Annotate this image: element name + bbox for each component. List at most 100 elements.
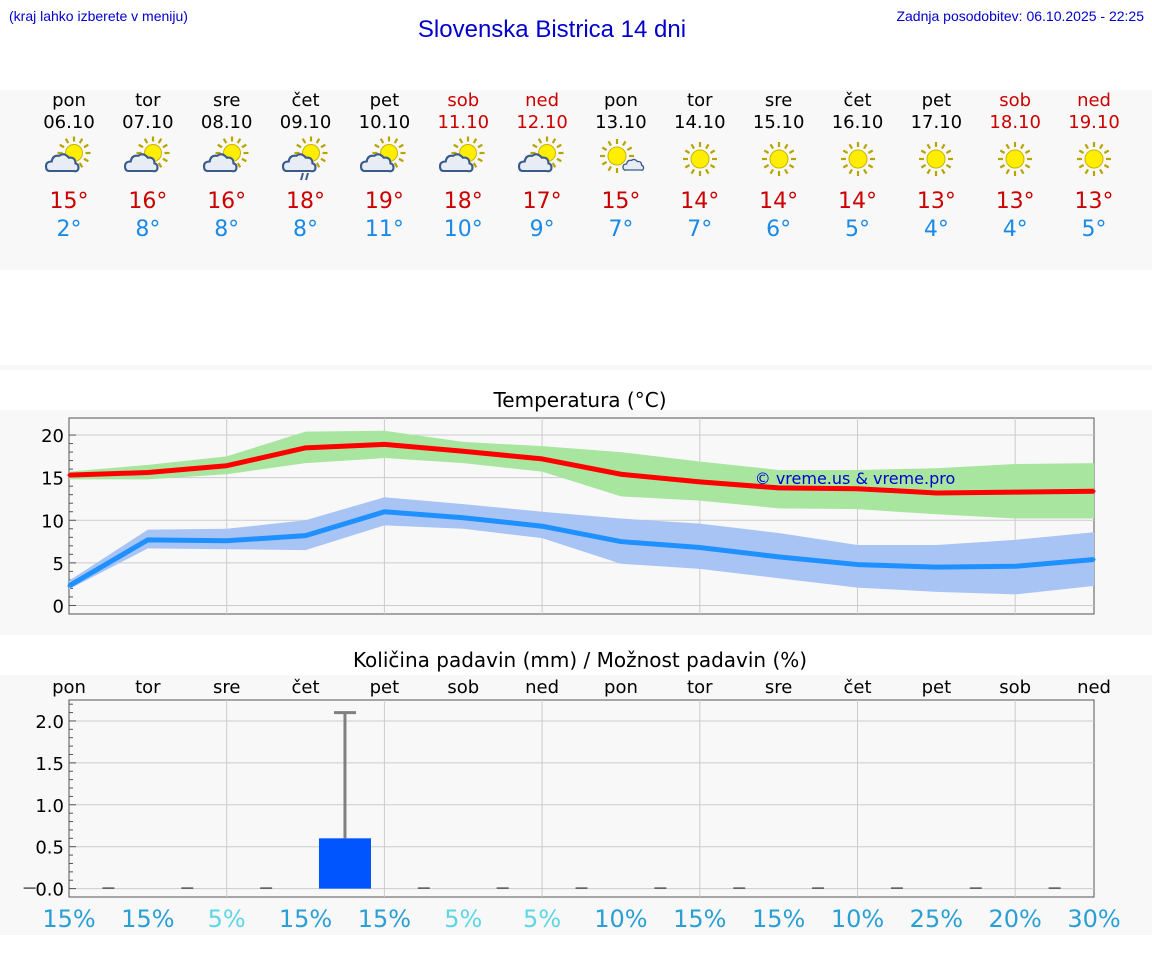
day-forecast: pet 17.10 13° 4° xyxy=(896,90,976,244)
day-date: 14.10 xyxy=(674,112,726,133)
min-temperature-point xyxy=(382,510,386,514)
max-temperature-line xyxy=(68,441,1095,496)
x-category-label: sre xyxy=(213,677,240,698)
min-temperature: 5° xyxy=(1081,217,1107,242)
min-temperature: 11° xyxy=(364,217,404,242)
precipitation-bar xyxy=(318,838,371,889)
day-name: sre xyxy=(764,90,793,111)
day-name: tor xyxy=(135,90,161,111)
x-category-label: čet xyxy=(843,677,871,698)
max-temperature-point xyxy=(1013,490,1017,494)
min-temperature-point xyxy=(225,539,229,543)
min-temperature: 10° xyxy=(443,217,483,242)
partly-cloudy-icon xyxy=(123,136,170,173)
precipitation-probability: 15% xyxy=(42,905,95,933)
max-temperature-point xyxy=(619,472,623,476)
max-temperature-point xyxy=(67,473,71,477)
x-category-label: pet xyxy=(922,677,952,698)
sun-icon xyxy=(998,142,1033,176)
day-name: pet xyxy=(369,90,400,111)
precipitation-probability: 15% xyxy=(358,905,411,933)
y-tick-label: 1.0 xyxy=(35,796,64,817)
max-temperature-point xyxy=(304,446,308,450)
last-updated: Zadnja posodobitev: 06.10.2025 - 22:25 xyxy=(896,8,1144,24)
max-temperature: 15° xyxy=(49,189,89,214)
max-temperature: 19° xyxy=(364,189,404,214)
max-temperature-point xyxy=(698,480,702,484)
y-tick-label: 20 xyxy=(41,426,64,447)
max-temperature-point xyxy=(1092,489,1096,493)
max-temperature-point xyxy=(382,442,386,446)
partly-cloudy-icon xyxy=(439,136,485,173)
precipitation-probability: 20% xyxy=(989,905,1042,933)
min-temperature-point xyxy=(304,534,308,538)
max-temperature: 14° xyxy=(680,189,720,214)
daily-forecast-panel xyxy=(0,90,1152,270)
x-category-label: ned xyxy=(1077,677,1111,698)
day-forecast: tor 07.10 16° 8° xyxy=(108,90,188,244)
sun-icon xyxy=(1077,142,1112,176)
x-category-label: pon xyxy=(604,677,638,698)
day-name: pon xyxy=(52,90,86,111)
day-name: sob xyxy=(999,90,1032,111)
min-temperature-point xyxy=(777,555,781,559)
location-hint: (kraj lahko izberete v meniju) xyxy=(9,8,188,24)
min-temperature: 7° xyxy=(608,217,634,242)
day-name: čet xyxy=(843,90,872,111)
plot-area xyxy=(68,699,1095,898)
max-temperature: 13° xyxy=(1074,189,1114,214)
max-temperature: 16° xyxy=(128,189,168,214)
day-name: čet xyxy=(291,90,320,111)
x-category-label: tor xyxy=(687,677,713,698)
min-temperature: 5° xyxy=(845,217,870,242)
day-forecast: sob 11.10 18° 10° xyxy=(423,90,503,244)
cloudy-sun-rain-icon xyxy=(281,136,328,181)
precipitation-probability: 5% xyxy=(444,905,482,933)
precipitation-probability: 15% xyxy=(121,905,174,933)
min-temperature: 6° xyxy=(766,217,792,242)
day-date: 16.10 xyxy=(831,112,884,133)
day-name: ned xyxy=(1077,90,1111,111)
day-name: sob xyxy=(447,90,480,111)
precipitation-probability: 5% xyxy=(208,905,246,933)
min-temperature: 8° xyxy=(214,217,240,242)
min-temperature-point xyxy=(934,565,938,569)
precipitation-probability: 30% xyxy=(1067,905,1120,933)
day-forecast: ned 19.10 13° 5° xyxy=(1054,90,1134,244)
day-date: 07.10 xyxy=(122,112,174,133)
partly-cloudy-icon xyxy=(518,136,564,173)
watermark: © vreme.us & vreme.pro xyxy=(755,469,956,488)
precipitation-probability: 15% xyxy=(752,905,805,933)
min-temperature-range-band xyxy=(69,497,1095,595)
day-forecast: čet 09.10 18° 8° xyxy=(266,90,346,244)
separator xyxy=(0,365,1152,370)
day-date: 08.10 xyxy=(200,112,253,133)
min-temperature-line xyxy=(67,509,1095,589)
x-category-label: pet xyxy=(370,677,400,698)
day-name: pon xyxy=(604,90,638,111)
min-temperature: 7° xyxy=(687,217,713,242)
precipitation-probability: 15% xyxy=(279,905,332,933)
max-temperature: 15° xyxy=(601,189,641,214)
day-date: 13.10 xyxy=(595,112,647,133)
x-category-label: ned xyxy=(525,677,559,698)
min-temperature: 4° xyxy=(1002,217,1028,242)
max-temperature: 18° xyxy=(286,189,326,214)
max-temperature: 13° xyxy=(916,189,956,214)
max-temperature-point xyxy=(146,471,150,475)
max-temperature: 14° xyxy=(759,189,799,214)
y-tick-label: 0 xyxy=(53,596,64,617)
max-temperature: 17° xyxy=(522,189,562,214)
day-forecast: sob 18.10 13° 4° xyxy=(975,90,1055,244)
min-temperature-point xyxy=(698,546,702,550)
sun-icon xyxy=(682,142,717,176)
x-category-label: sob xyxy=(999,677,1031,698)
precipitation-chart: pon tor sre čet pet sob ned pon tor sre čet pet sob n… xyxy=(23,677,1121,933)
day-name: pet xyxy=(921,90,952,111)
max-temperature-point xyxy=(540,457,544,461)
min-temperature-point xyxy=(1092,557,1096,561)
max-temperature-point xyxy=(225,464,229,468)
min-temperature-point xyxy=(540,524,544,528)
min-temperature-point xyxy=(856,563,859,567)
max-temperature-point xyxy=(856,487,859,491)
